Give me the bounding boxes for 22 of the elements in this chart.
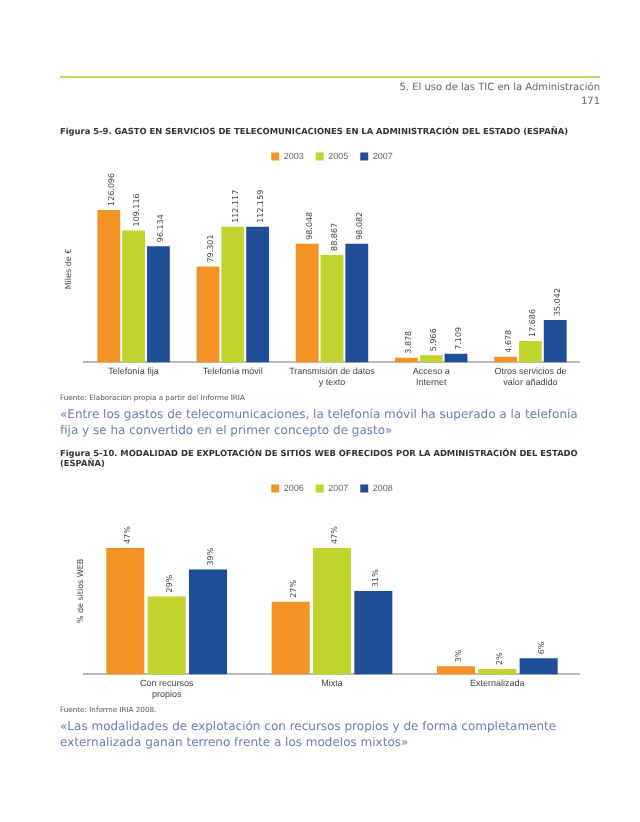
bar xyxy=(436,666,476,675)
bar xyxy=(122,230,146,363)
bar xyxy=(106,547,145,675)
bar xyxy=(221,226,245,363)
bar xyxy=(147,596,186,675)
bar xyxy=(518,341,542,363)
bar xyxy=(196,266,220,363)
bar xyxy=(354,591,393,675)
bar xyxy=(478,669,517,675)
bar xyxy=(519,658,558,675)
bar xyxy=(419,355,443,363)
bar xyxy=(295,243,319,363)
bar xyxy=(345,243,369,363)
bar xyxy=(246,226,270,363)
bar xyxy=(97,209,121,363)
bar xyxy=(312,547,352,675)
bar xyxy=(444,353,468,363)
bar xyxy=(271,601,310,675)
bar xyxy=(188,569,228,675)
bar xyxy=(146,246,170,363)
bar xyxy=(320,254,344,363)
bar xyxy=(543,320,567,363)
